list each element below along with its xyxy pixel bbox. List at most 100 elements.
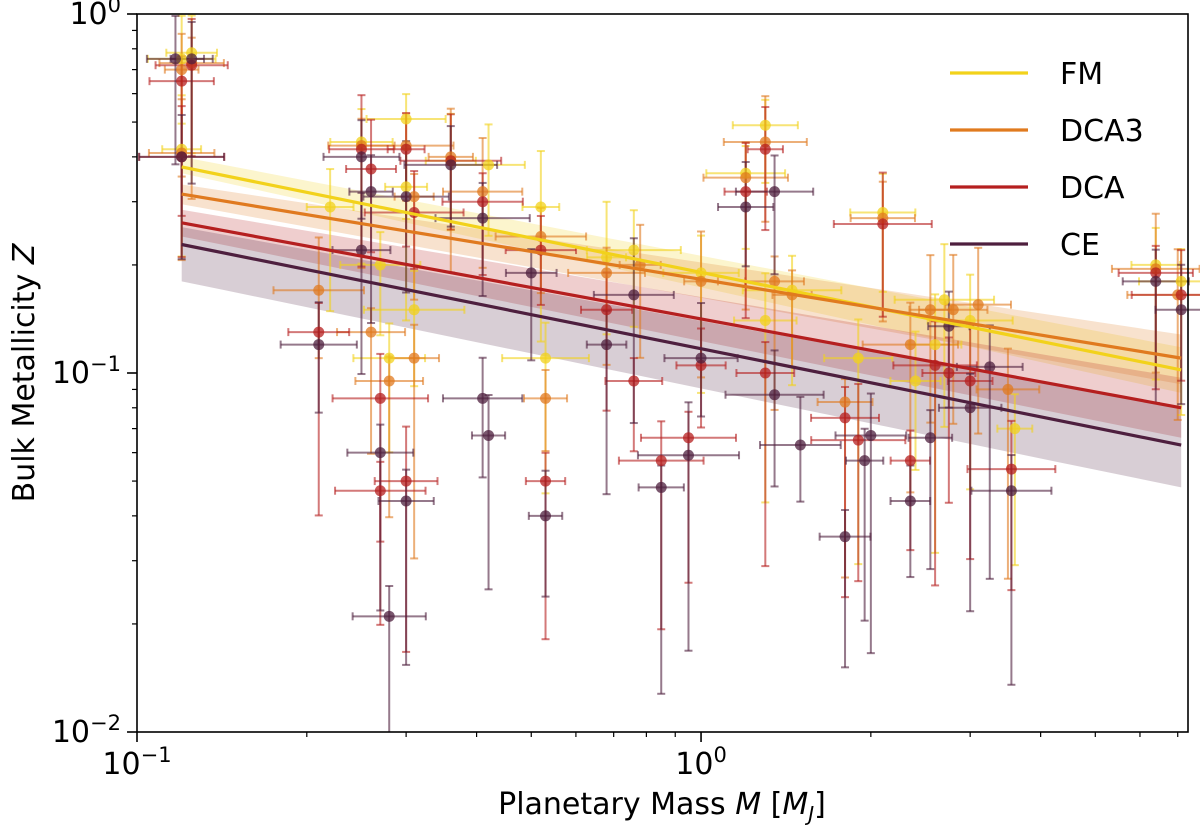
point-dca-24 — [852, 434, 864, 446]
point-fm-9 — [324, 201, 336, 213]
point-dca3-11 — [383, 375, 395, 387]
point-dca3-27 — [1002, 383, 1014, 395]
x-tick-label-1: 100 — [675, 743, 727, 782]
point-dca3-13 — [540, 392, 552, 404]
point-ce-14 — [477, 392, 489, 404]
x-tick-label-0: 10−1 — [102, 743, 171, 782]
point-dca-12 — [374, 485, 386, 497]
point-ce-22 — [740, 201, 752, 213]
point-ce-18 — [628, 289, 640, 301]
point-dca-22 — [759, 367, 771, 379]
point-dca3-6 — [477, 186, 489, 198]
error-bar-dca3-13 — [522, 368, 569, 453]
legend-label-ce: CE — [1060, 228, 1100, 263]
point-ce-17 — [601, 339, 613, 351]
point-fm-25 — [938, 294, 950, 306]
point-dca-20 — [740, 186, 752, 198]
point-fm-19 — [759, 315, 771, 327]
point-dca-4 — [400, 143, 412, 155]
fit-lines — [181, 165, 1182, 447]
point-dca-9 — [313, 326, 325, 338]
point-fm-4 — [400, 113, 412, 125]
point-dca-3 — [355, 143, 367, 155]
point-fm-29 — [1175, 275, 1187, 287]
point-dca3-8 — [408, 191, 420, 203]
point-ce-13 — [383, 610, 395, 622]
point-dca-21 — [759, 143, 771, 155]
point-dca-28 — [943, 367, 955, 379]
point-ce-9 — [355, 244, 367, 256]
point-fm-10 — [374, 259, 386, 271]
point-ce-32 — [964, 402, 976, 414]
point-fm-23 — [910, 375, 922, 387]
point-ce-0 — [169, 53, 181, 65]
point-dca-30 — [1005, 463, 1017, 475]
point-dca3-17 — [740, 172, 752, 184]
point-fm-27 — [1009, 423, 1021, 435]
fit-line-ce — [181, 242, 1182, 447]
point-ce-25 — [794, 439, 806, 451]
point-ce-23 — [769, 186, 781, 198]
point-dca-10 — [365, 163, 377, 175]
point-dca-18 — [682, 432, 694, 444]
point-ce-6 — [445, 159, 457, 171]
legend-label-dca: DCA — [1060, 171, 1125, 206]
point-fm-11 — [408, 304, 420, 316]
fit-line-dca — [181, 221, 1182, 410]
plot-area — [137, 14, 1188, 732]
point-fm-8 — [400, 181, 412, 193]
legend: FM DCA3 DCA CE — [950, 57, 1144, 263]
point-dca-14 — [540, 475, 552, 487]
point-dca-6 — [477, 196, 489, 208]
point-fm-21 — [852, 352, 864, 364]
point-dca-25 — [877, 218, 889, 230]
point-dca3-19 — [769, 275, 781, 287]
point-dca3-14 — [601, 267, 613, 279]
fit-line-dca3 — [181, 192, 1182, 360]
point-dca-15 — [601, 304, 613, 316]
point-dca-17 — [655, 455, 667, 467]
point-dca-11 — [374, 392, 386, 404]
x-axis-label: Planetary Mass M [MJ] — [498, 787, 826, 826]
point-dca3-23 — [904, 339, 916, 351]
point-fm-13 — [540, 352, 552, 364]
point-ce-27 — [859, 455, 871, 467]
y-tick-label-2: 100 — [69, 0, 121, 32]
point-ce-4 — [365, 186, 377, 198]
point-dca3-0 — [176, 64, 188, 76]
point-ce-8 — [525, 267, 537, 279]
y-axis-label: Bulk Metallicity Z — [7, 242, 42, 502]
legend-label-fm: FM — [1060, 57, 1103, 92]
point-fm-7 — [535, 201, 547, 213]
point-ce-19 — [655, 481, 667, 493]
point-dca3-26 — [972, 299, 984, 311]
point-dca3-25 — [947, 304, 959, 316]
point-dca-29 — [964, 375, 976, 387]
point-ce-24 — [769, 389, 781, 401]
point-dca-16 — [628, 375, 640, 387]
point-dca3-9 — [313, 284, 325, 296]
point-ce-16 — [540, 510, 552, 522]
error-bar-fm-23 — [889, 330, 942, 471]
point-dca-32 — [1175, 289, 1187, 301]
point-ce-2 — [176, 151, 188, 163]
y-tick-label-0: 10−2 — [52, 711, 121, 750]
error-bar-fm-9 — [305, 168, 355, 313]
point-ce-3 — [355, 151, 367, 163]
point-fm-12 — [383, 352, 395, 364]
point-dca-13 — [400, 475, 412, 487]
point-ce-34 — [1005, 485, 1017, 497]
point-fm-18 — [759, 119, 771, 131]
point-ce-12 — [400, 495, 412, 507]
point-fm-15 — [628, 244, 640, 256]
point-ce-1 — [186, 53, 198, 65]
point-ce-7 — [477, 212, 489, 224]
point-dca3-10 — [365, 326, 377, 338]
point-ce-5 — [400, 191, 412, 203]
point-dca3-24 — [924, 304, 936, 316]
point-ce-21 — [695, 352, 707, 364]
point-dca-23 — [839, 412, 851, 424]
point-ce-26 — [839, 531, 851, 543]
